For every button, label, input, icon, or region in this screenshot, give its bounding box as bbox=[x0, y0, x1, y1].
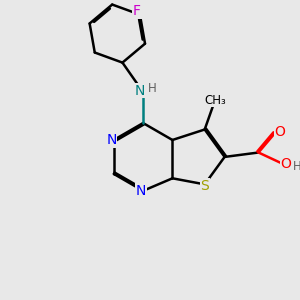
Text: N: N bbox=[106, 133, 117, 147]
Text: H: H bbox=[292, 160, 300, 173]
Text: H: H bbox=[148, 82, 157, 95]
Text: F: F bbox=[133, 4, 141, 18]
Text: N: N bbox=[136, 184, 146, 198]
Text: S: S bbox=[200, 179, 209, 193]
Text: CH₃: CH₃ bbox=[204, 94, 226, 106]
Text: O: O bbox=[274, 125, 286, 139]
Text: N: N bbox=[134, 84, 145, 98]
Text: O: O bbox=[280, 157, 291, 171]
